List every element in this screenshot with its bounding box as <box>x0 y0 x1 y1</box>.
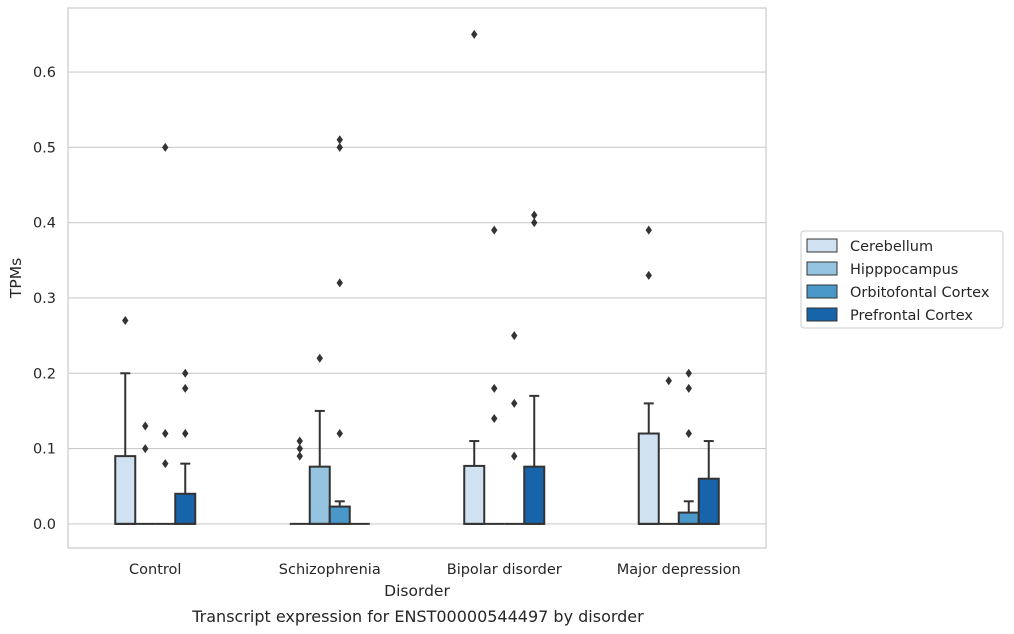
y-tick-label: 0.3 <box>33 291 56 307</box>
y-tick-label: 0.5 <box>33 140 56 156</box>
outlier-marker <box>182 383 189 393</box>
box-cerebellum <box>463 440 486 525</box>
legend-swatch <box>806 261 838 276</box>
box-cerebellum <box>114 372 137 525</box>
outlier-marker <box>511 451 518 461</box>
box-body <box>114 455 137 525</box>
x-tick-label: Major depression <box>617 562 741 578</box>
legend-swatch <box>806 238 838 253</box>
gridlines <box>68 71 766 525</box>
box-cerebellum <box>637 402 660 525</box>
x-tick-label: Schizophrenia <box>279 562 381 578</box>
outlier-marker <box>296 436 303 446</box>
outlier-marker <box>491 413 498 423</box>
outlier-marker <box>316 353 323 363</box>
box-body <box>697 477 720 525</box>
outlier-marker <box>645 225 652 235</box>
legend-entry-label: Cerebellum <box>850 239 933 255</box>
box-body <box>677 511 700 525</box>
outlier-marker <box>665 376 672 386</box>
box-body <box>328 505 351 525</box>
outlier-marker <box>511 398 518 408</box>
box-body <box>174 492 197 525</box>
outlier-marker <box>491 225 498 235</box>
x-tick-labels: Control Schizophrenia Bipolar disorder Majo… <box>129 562 741 578</box>
box-orbitofontal-cortex <box>677 500 700 525</box>
outlier-marker <box>336 429 343 439</box>
outlier-marker <box>645 270 652 280</box>
outlier-marker <box>162 429 169 439</box>
y-tick-label: 0.1 <box>33 442 56 458</box>
outlier-marker <box>142 444 149 454</box>
box-prefrontal-cortex <box>523 394 546 525</box>
outlier-marker <box>336 135 343 145</box>
outlier-marker <box>336 142 343 152</box>
plot-area-frame <box>67 7 767 549</box>
outlier-marker <box>142 421 149 431</box>
box-hipppocampus <box>308 409 331 525</box>
legend-entry-label: Prefrontal Cortex <box>850 308 973 324</box>
x-tick-label: Bipolar disorder <box>447 562 562 578</box>
box-body <box>463 464 486 525</box>
y-tick-labels: 0.0 0.1 0.2 0.3 0.4 0.5 0.6 <box>33 65 56 533</box>
y-axis-title: TPMs <box>7 258 25 299</box>
box-series-layer <box>114 372 720 525</box>
x-axis-title: Disorder <box>384 582 450 600</box>
outlier-marker <box>685 383 692 393</box>
legend: Cerebellum Hipppocampus Orbitofontal Corte… <box>800 230 1004 329</box>
outlier-marker <box>471 29 478 39</box>
y-tick-label: 0.4 <box>33 216 56 232</box>
outlier-marker <box>336 278 343 288</box>
outlier-layer <box>122 29 692 469</box>
outlier-marker <box>162 142 169 152</box>
legend-entry-label: Hipppocampus <box>850 262 958 278</box>
outlier-marker <box>531 210 538 220</box>
legend-entry-label: Orbitofontal Cortex <box>850 285 990 301</box>
outlier-marker <box>531 218 538 228</box>
outlier-marker <box>511 331 518 341</box>
outlier-marker <box>685 429 692 439</box>
legend-frame <box>800 230 1004 329</box>
box-prefrontal-cortex <box>697 440 720 525</box>
x-tick-label: Control <box>129 562 181 578</box>
box-body <box>523 465 546 525</box>
outlier-marker <box>685 368 692 378</box>
outlier-marker <box>182 429 189 439</box>
y-tick-label: 0.2 <box>33 366 56 382</box>
box-body <box>637 432 660 525</box>
box-body <box>308 465 331 525</box>
y-tick-label: 0.6 <box>33 65 56 81</box>
outlier-marker <box>296 444 303 454</box>
outlier-marker <box>122 316 129 326</box>
outlier-marker <box>491 383 498 393</box>
outlier-marker <box>162 459 169 469</box>
outlier-marker <box>296 451 303 461</box>
chart-caption: Transcript expression for ENST0000054449… <box>191 607 644 626</box>
box-orbitofontal-cortex <box>328 500 351 525</box>
box-prefrontal-cortex <box>174 462 197 525</box>
outlier-marker <box>182 368 189 378</box>
legend-swatch <box>806 284 838 299</box>
legend-swatch <box>806 307 838 322</box>
y-tick-label: 0.0 <box>33 517 56 533</box>
